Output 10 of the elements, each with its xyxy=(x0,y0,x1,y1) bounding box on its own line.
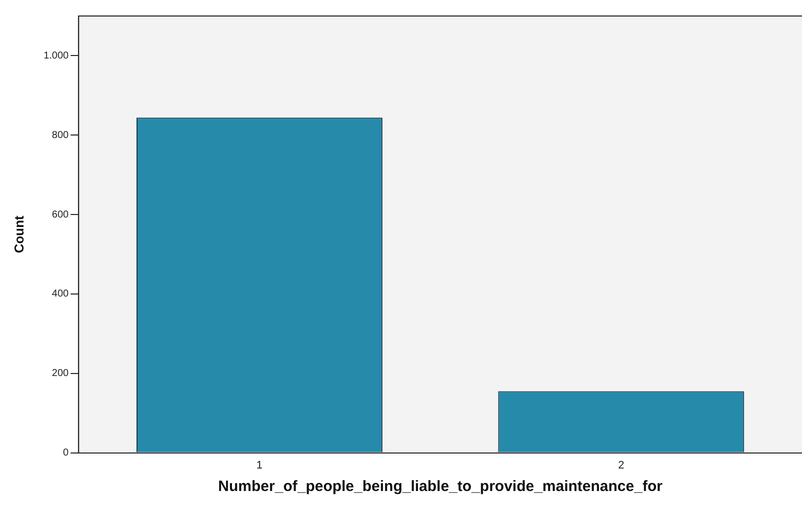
y-tick-label: 600 xyxy=(52,209,70,220)
y-axis-title: Count xyxy=(11,214,26,254)
y-tick-label: 200 xyxy=(52,368,70,380)
x-tick-label: 1 xyxy=(256,459,263,472)
y-tick-label: 0 xyxy=(63,448,70,459)
x-tick-label: 2 xyxy=(618,459,624,472)
y-tick-label: 400 xyxy=(52,288,70,300)
y-tick-label: 800 xyxy=(52,130,70,141)
y-tick-label: 1.000 xyxy=(44,50,70,62)
x-axis-title: Number_of_people_being_liable_to_provide_maintenance_for xyxy=(218,478,663,496)
